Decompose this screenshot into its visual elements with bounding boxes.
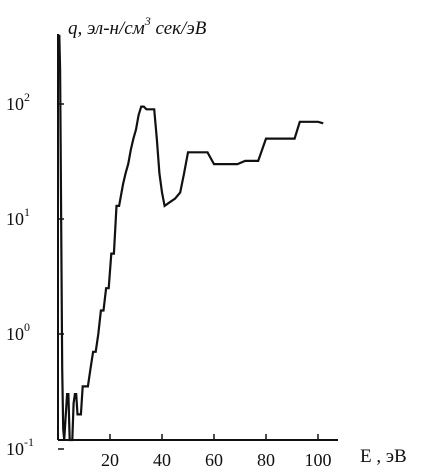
y-tick-label: 100 xyxy=(6,320,30,344)
y-tick-label-exponent: 1 xyxy=(24,205,30,219)
y-tick-label-base: 10 xyxy=(6,439,24,459)
x-tick-label: 100 xyxy=(305,450,332,470)
y-tick-label-exponent: 0 xyxy=(24,320,30,334)
y-axis-title-exponent: 3 xyxy=(144,14,151,28)
y-tick-label: 102 xyxy=(6,90,30,114)
x-tick-label: 60 xyxy=(205,450,223,470)
y-tick-label-base: 10 xyxy=(6,209,24,229)
x-ticks: 20 40 60 80 100 xyxy=(101,434,332,470)
x-tick-label: 80 xyxy=(257,450,275,470)
x-axis-title: E , эВ xyxy=(360,446,407,467)
y-tick-label-base: 10 xyxy=(6,324,24,344)
x-tick-label: 20 xyxy=(101,450,119,470)
y-tick-label-exponent: -1 xyxy=(24,435,34,449)
x-tick-label: 40 xyxy=(153,450,171,470)
y-axis-title-main: q, эл-н/см xyxy=(68,18,145,39)
y-axis-title: q, эл-н/см3 сек/эВ xyxy=(68,14,207,39)
y-tick-label-exponent: 2 xyxy=(24,90,30,104)
series-line xyxy=(57,34,324,442)
y-tick-label: 101 xyxy=(6,205,30,229)
y-axis-title-rest: сек/эВ xyxy=(151,18,207,39)
y-tick-label-base: 10 xyxy=(6,94,24,114)
y-tick-label: 10-1 xyxy=(6,435,34,459)
